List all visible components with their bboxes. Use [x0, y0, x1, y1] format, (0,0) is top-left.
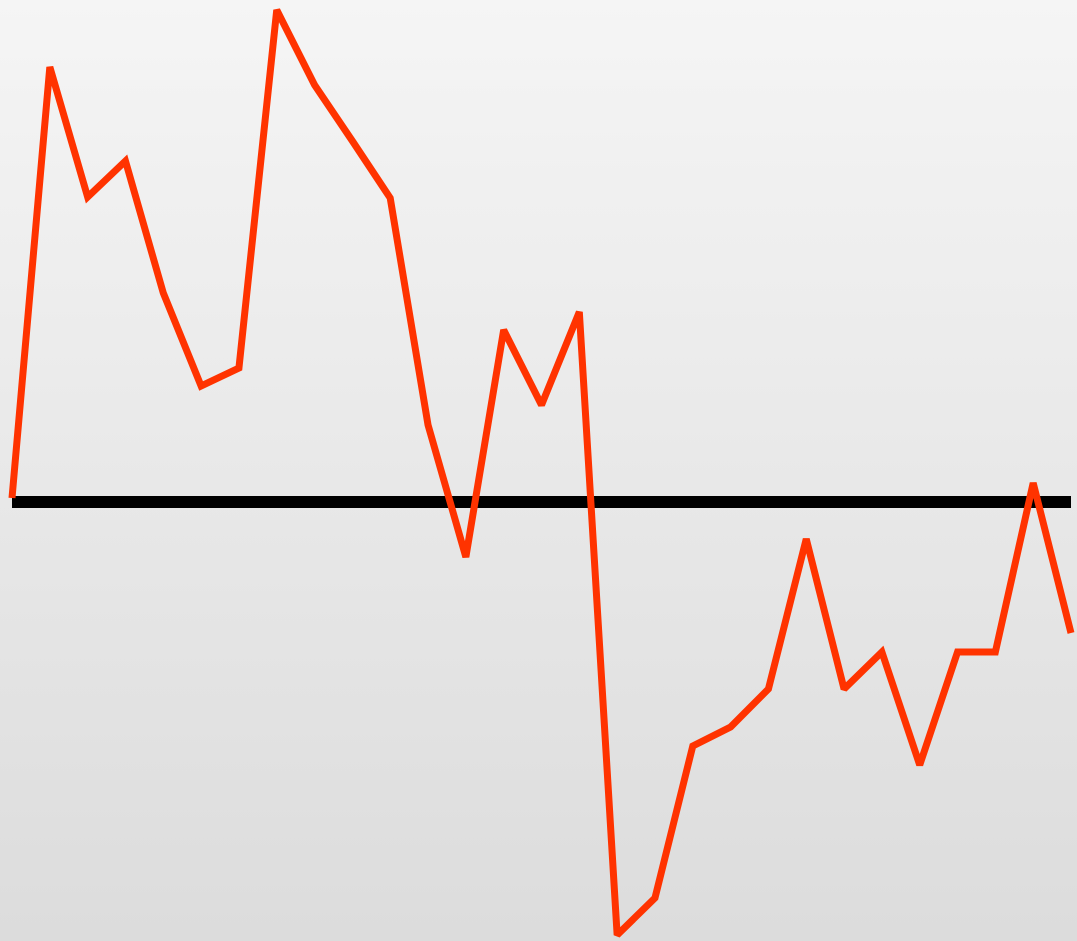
data-line — [8, 8, 1075, 938]
